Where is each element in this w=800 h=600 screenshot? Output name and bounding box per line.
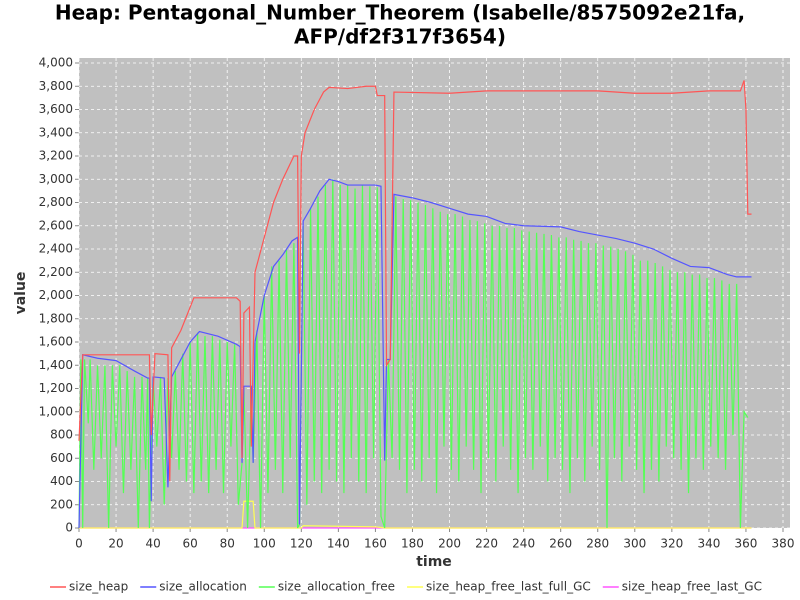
x-tick-label: 120	[290, 537, 313, 551]
x-tick-label: 80	[220, 537, 235, 551]
legend: size_heap size_allocation size_allocation_…	[50, 580, 762, 594]
y-tick-label: 3,400	[39, 125, 73, 139]
y-tick-label: 1,200	[39, 381, 73, 395]
x-tick-label: 340	[697, 537, 720, 551]
y-tick-label: 1,800	[39, 311, 73, 325]
series-line	[78, 179, 749, 529]
legend-label: size_allocation_free	[278, 580, 395, 594]
y-tick-label: 0	[65, 521, 73, 535]
y-tick-label: 4,000	[39, 56, 73, 70]
y-tick-label: 200	[50, 497, 73, 511]
legend-label: size_heap	[69, 580, 128, 594]
x-tick-label: 180	[401, 537, 424, 551]
y-tick-label: 2,000	[39, 288, 73, 302]
y-tick-label: 1,400	[39, 358, 73, 372]
y-tick-label: 2,800	[39, 195, 73, 209]
x-tick-label: 360	[734, 537, 757, 551]
x-axis-label: time	[416, 554, 452, 570]
x-tick-label: 240	[512, 537, 535, 551]
x-tick-label: 320	[660, 537, 683, 551]
y-tick-label: 2,600	[39, 218, 73, 232]
y-tick-label: 3,200	[39, 149, 73, 163]
x-tick-label: 20	[108, 537, 123, 551]
x-tick-label: 220	[475, 537, 498, 551]
x-tick-label: 100	[253, 537, 276, 551]
series-line	[79, 500, 752, 529]
x-tick-label: 140	[327, 537, 350, 551]
y-tick-label: 3,600	[39, 102, 73, 116]
x-tick-label: 0	[75, 537, 83, 551]
y-tick-label: 3,000	[39, 172, 73, 186]
legend-label: size_heap_free_last_full_GC	[426, 580, 591, 594]
y-tick-label: 1,600	[39, 335, 73, 349]
y-tick-label: 1,000	[39, 404, 73, 418]
chart-title: Heap: Pentagonal_Number_Theorem (Isabell…	[55, 1, 745, 25]
y-tick-label: 800	[50, 428, 73, 442]
x-tick-label: 300	[623, 537, 646, 551]
x-tick-label: 40	[145, 537, 160, 551]
x-tick-label: 200	[438, 537, 461, 551]
y-axis-label: value	[13, 272, 29, 315]
x-tick-label: 260	[549, 537, 572, 551]
y-tick-label: 600	[50, 451, 73, 465]
y-tick-label: 400	[50, 474, 73, 488]
x-tick-label: 60	[183, 537, 198, 551]
chart-title: AFP/df2f317f3654)	[294, 25, 506, 49]
y-tick-label: 3,800	[39, 79, 73, 93]
legend-label: size_allocation	[159, 580, 247, 594]
legend-label: size_heap_free_last_GC	[622, 580, 762, 594]
series-line	[78, 80, 752, 482]
x-tick-label: 160	[364, 537, 387, 551]
x-tick-label: 380	[772, 537, 795, 551]
y-tick-label: 2,200	[39, 265, 73, 279]
series-line	[78, 178, 752, 529]
y-tick-label: 2,400	[39, 242, 73, 256]
x-tick-label: 280	[586, 537, 609, 551]
